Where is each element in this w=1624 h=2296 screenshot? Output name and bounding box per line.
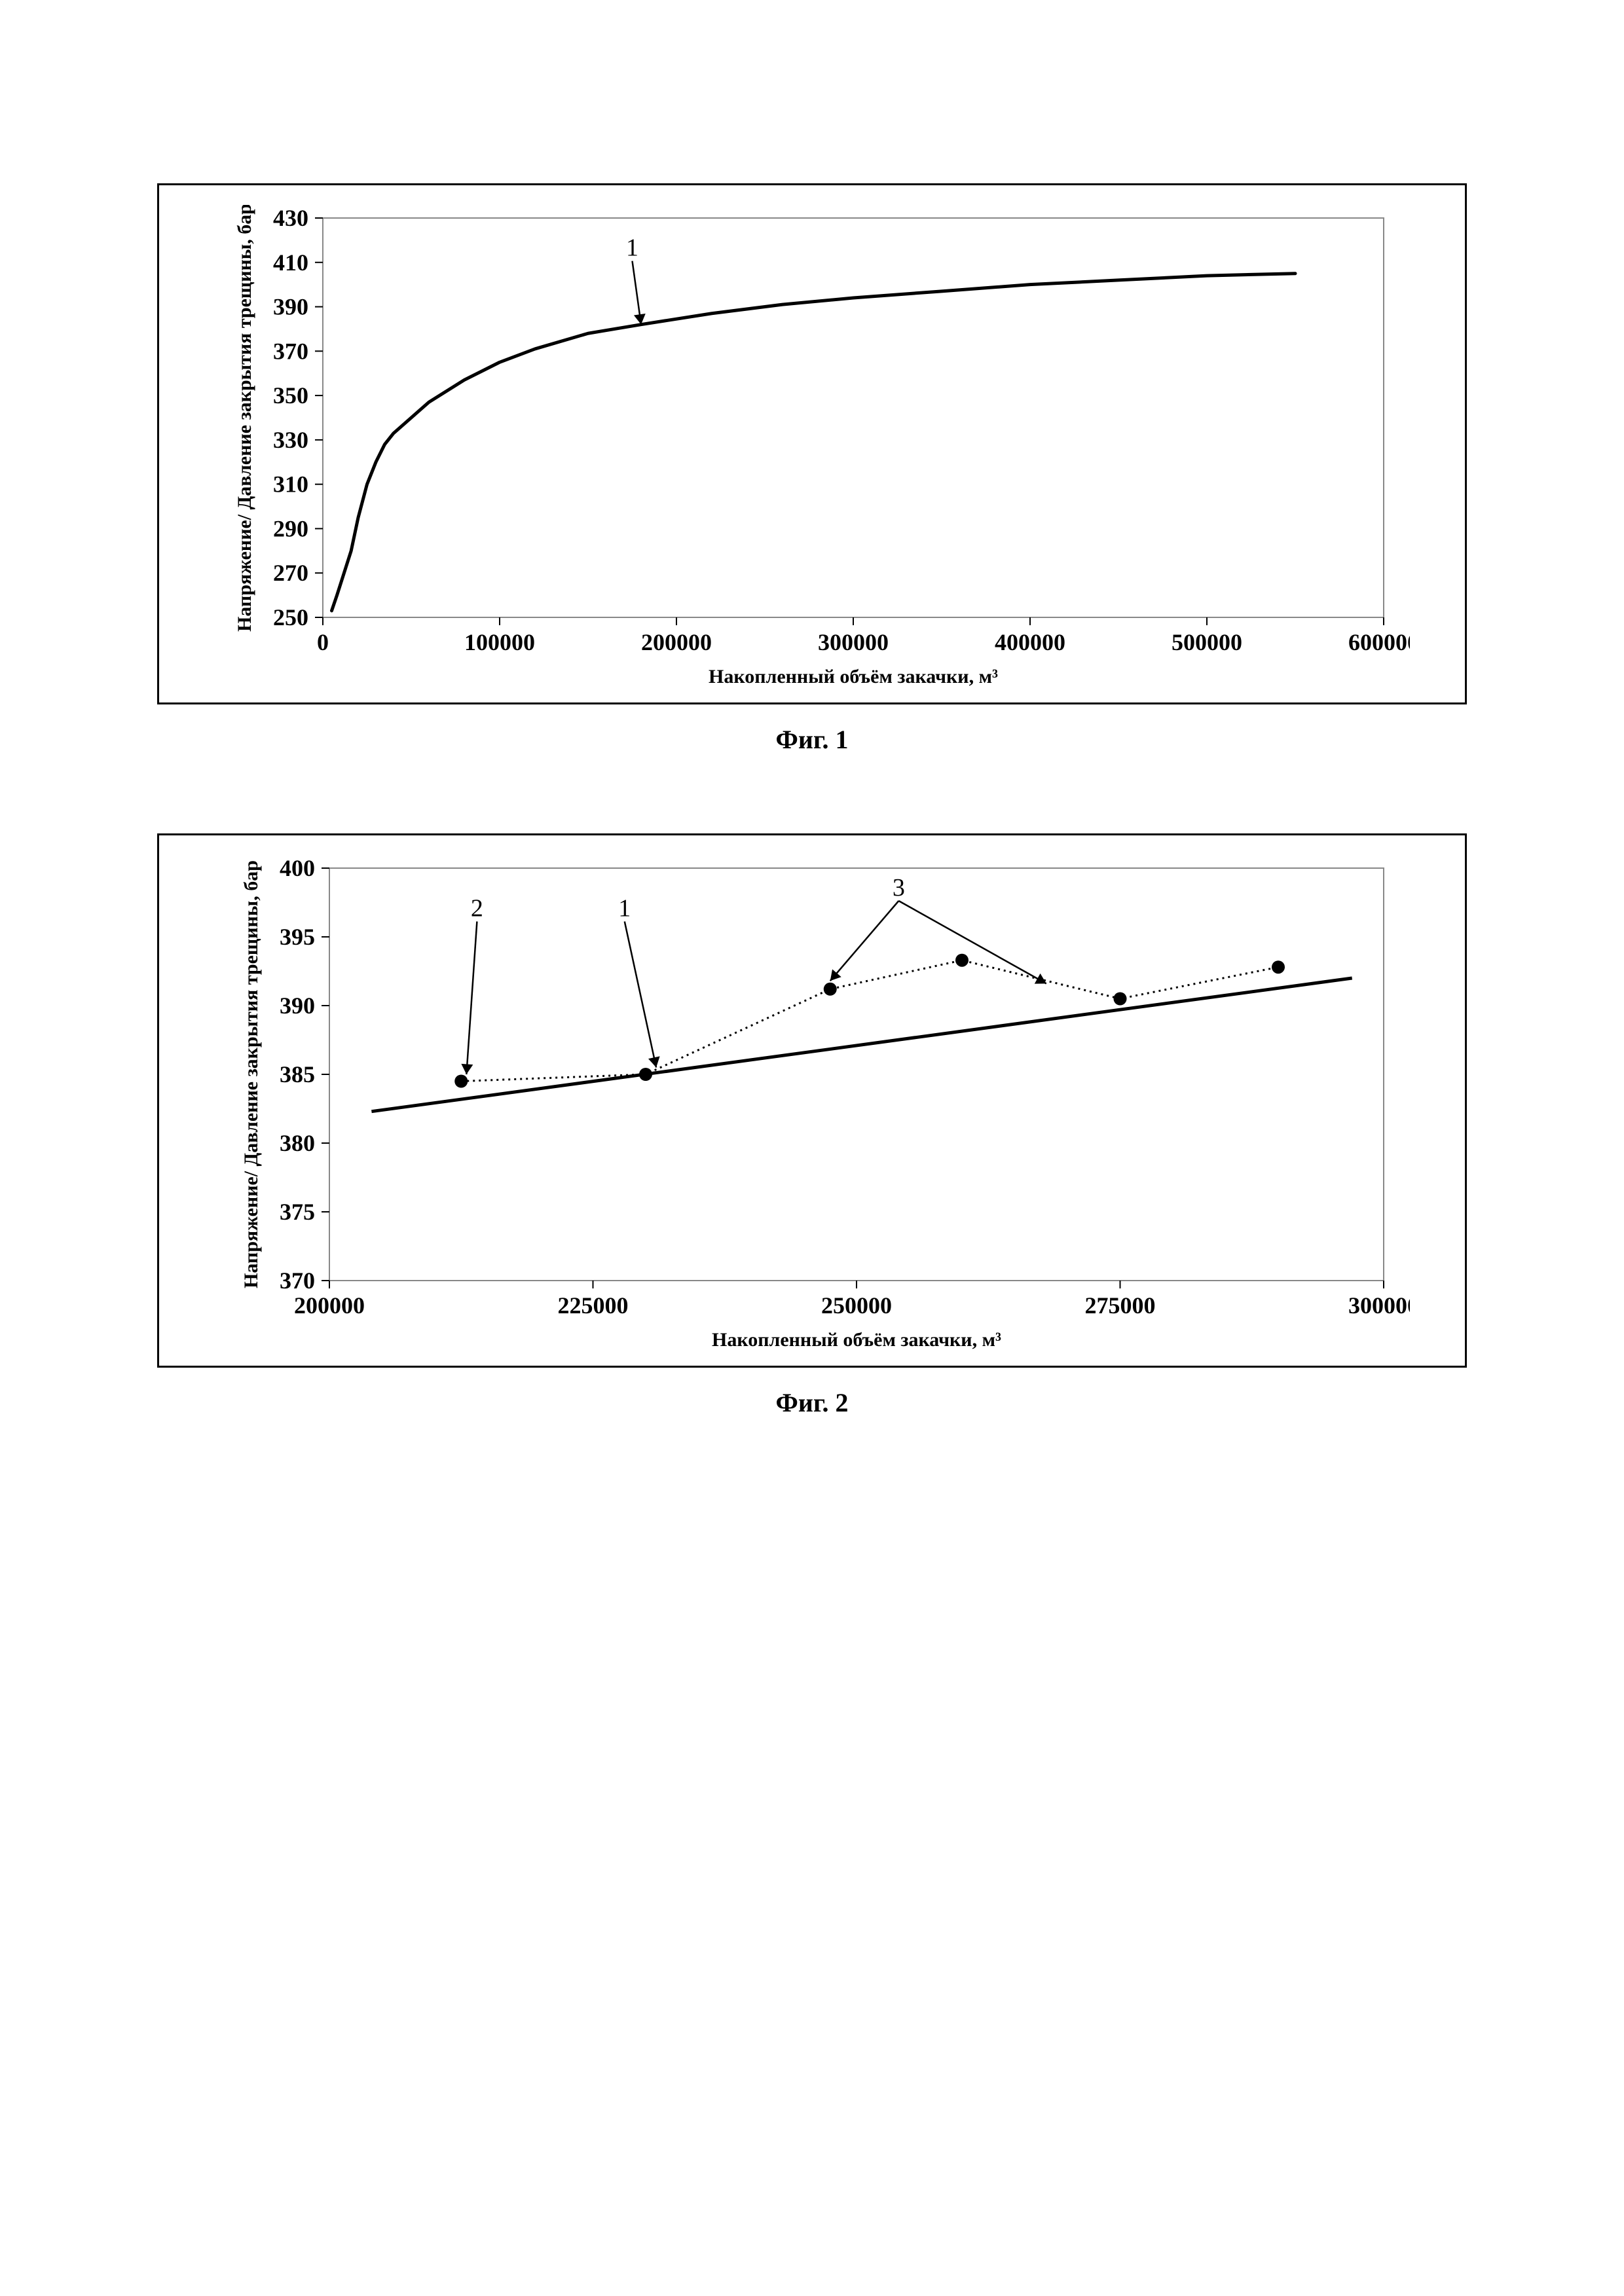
- chart-1-frame: 0 100000 200000 300000 400000 500000 600000 250…: [157, 183, 1467, 704]
- svg-text:Напряжение/ Давление закрытия: Напряжение/ Давление закрытия трещины, б…: [240, 860, 262, 1288]
- svg-text:370: 370: [273, 338, 308, 364]
- svg-text:1: 1: [618, 895, 631, 922]
- svg-text:270: 270: [273, 560, 308, 586]
- svg-text:200000: 200000: [294, 1292, 365, 1319]
- figure-2: 200000 225000 250000 275000 300000 370 375 380 3…: [157, 833, 1467, 1418]
- svg-text:300000: 300000: [818, 629, 889, 655]
- svg-text:430: 430: [273, 205, 308, 231]
- svg-text:250: 250: [273, 604, 308, 630]
- svg-text:275000: 275000: [1085, 1292, 1156, 1319]
- chart-2-frame: 200000 225000 250000 275000 300000 370 375 380 3…: [157, 833, 1467, 1368]
- svg-text:385: 385: [280, 1061, 315, 1087]
- svg-text:250000: 250000: [821, 1292, 892, 1319]
- svg-text:290: 290: [273, 515, 308, 541]
- svg-text:390: 390: [280, 993, 315, 1019]
- svg-text:400: 400: [280, 855, 315, 881]
- svg-text:390: 390: [273, 294, 308, 320]
- svg-text:3: 3: [893, 874, 905, 902]
- svg-text:375: 375: [280, 1199, 315, 1225]
- svg-text:225000: 225000: [558, 1292, 629, 1319]
- svg-text:395: 395: [280, 924, 315, 950]
- svg-text:380: 380: [280, 1130, 315, 1156]
- svg-text:Накопленный объём закачки, м³: Накопленный объём закачки, м³: [712, 1329, 1001, 1351]
- svg-text:330: 330: [273, 427, 308, 453]
- svg-text:200000: 200000: [641, 629, 712, 655]
- svg-text:Напряжение/ Давление закрытия: Напряжение/ Давление закрытия трещины, б…: [234, 205, 255, 632]
- figure-1: 0 100000 200000 300000 400000 500000 600000 250…: [157, 183, 1467, 755]
- figure-1-caption: Фиг. 1: [157, 724, 1467, 755]
- svg-text:2: 2: [471, 895, 483, 922]
- svg-text:400000: 400000: [995, 629, 1065, 655]
- chart-2-svg: 200000 225000 250000 275000 300000 370 375 380 3…: [179, 855, 1410, 1353]
- svg-text:350: 350: [273, 382, 308, 409]
- chart-1-svg: 0 100000 200000 300000 400000 500000 600000 250…: [179, 205, 1410, 689]
- svg-text:300000: 300000: [1348, 1292, 1410, 1319]
- svg-text:100000: 100000: [464, 629, 535, 655]
- svg-text:0: 0: [317, 629, 329, 655]
- svg-text:410: 410: [273, 249, 308, 276]
- svg-text:1: 1: [626, 234, 638, 262]
- svg-text:370: 370: [280, 1267, 315, 1294]
- svg-text:Накопленный объём закачки, м³: Накопленный объём закачки, м³: [709, 666, 998, 687]
- svg-text:600000: 600000: [1348, 629, 1410, 655]
- figure-2-caption: Фиг. 2: [157, 1387, 1467, 1418]
- svg-text:500000: 500000: [1172, 629, 1242, 655]
- svg-text:310: 310: [273, 471, 308, 498]
